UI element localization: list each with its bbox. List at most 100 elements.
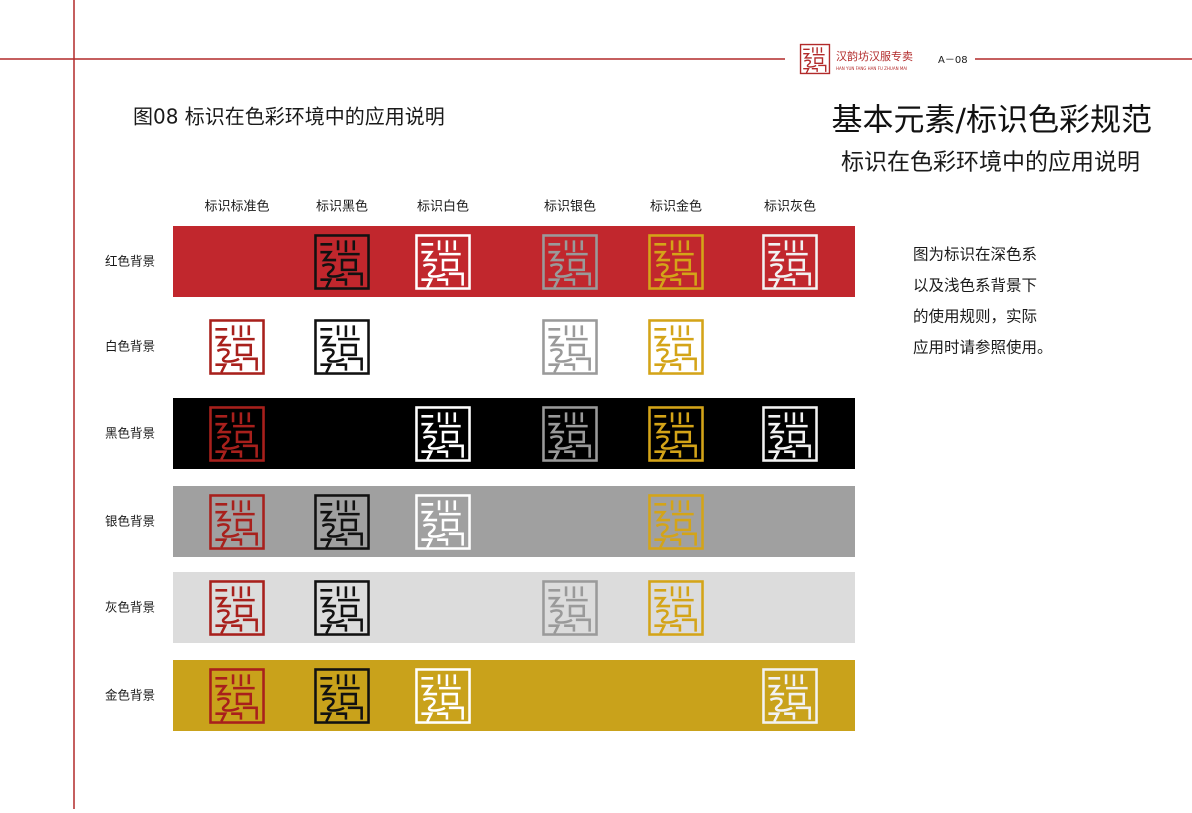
- row-label: 金色背景: [105, 688, 155, 703]
- row-label: 黑色背景: [105, 426, 155, 441]
- logo-stroke: [336, 500, 360, 532]
- logo-stroke: [670, 586, 694, 618]
- logo-stroke: [548, 272, 591, 289]
- section-title: 基本元素/标识色彩规范: [832, 103, 1152, 139]
- logo-stroke: [437, 500, 461, 532]
- logo: [648, 319, 704, 375]
- logo-stroke: [216, 523, 240, 538]
- logo-stroke: [769, 435, 793, 450]
- logo-stroke: [654, 357, 697, 374]
- logo-stroke: [670, 412, 694, 444]
- color-band: [173, 660, 855, 731]
- logo: [314, 494, 370, 550]
- logo-stroke: [769, 697, 793, 712]
- logo-frame: [648, 494, 704, 550]
- column-label: 标识金色: [650, 199, 702, 215]
- logo-stroke: [421, 243, 438, 262]
- logo: [648, 580, 704, 636]
- logo-stroke: [321, 523, 345, 538]
- logo: [415, 494, 471, 550]
- logo-stroke: [321, 263, 345, 278]
- logo-frame: [542, 319, 598, 375]
- logo-frame: [762, 406, 818, 462]
- logo-stroke: [336, 586, 360, 618]
- logo-frame: [648, 319, 704, 375]
- column-label: 标识白色: [417, 199, 469, 215]
- logo-frame: [762, 234, 818, 290]
- logo-stroke: [215, 589, 232, 608]
- logo-stroke: [768, 706, 811, 723]
- logo-frame: [209, 319, 265, 375]
- logo-stroke: [654, 272, 697, 289]
- logo-stroke: [422, 523, 446, 538]
- logo: [415, 406, 471, 462]
- logo-stroke: [215, 357, 258, 374]
- logo-stroke: [336, 240, 360, 272]
- logo-stroke: [784, 240, 808, 272]
- logo-stroke: [655, 348, 679, 363]
- logo-stroke: [654, 503, 671, 522]
- row-label: 白色背景: [105, 339, 155, 354]
- logo-frame: [314, 668, 370, 724]
- color-band: [173, 398, 855, 469]
- logo-stroke: [320, 272, 363, 289]
- logo-stroke: [216, 609, 240, 624]
- logo-stroke: [548, 618, 591, 635]
- logo-stroke: [321, 697, 345, 712]
- logo-stroke: [320, 589, 337, 608]
- logo-stroke: [336, 325, 360, 357]
- logo-frame: [415, 494, 471, 550]
- logo-stroke: [216, 697, 240, 712]
- logo-stroke: [231, 674, 255, 706]
- logo: [314, 668, 370, 724]
- logo: [648, 234, 704, 290]
- logo: [209, 406, 265, 462]
- logo-stroke: [655, 263, 679, 278]
- logo: [542, 234, 598, 290]
- logo-frame: [648, 234, 704, 290]
- description-line: 的使用规则，实际: [913, 308, 1037, 326]
- logo-frame: [542, 406, 598, 462]
- logo-stroke: [768, 272, 811, 289]
- logo-stroke: [654, 589, 671, 608]
- column-label: 标识灰色: [764, 199, 816, 215]
- logo-stroke: [548, 328, 565, 347]
- logo-stroke: [437, 240, 461, 272]
- logo-frame: [542, 580, 598, 636]
- logo: [542, 319, 598, 375]
- logo-stroke: [655, 609, 679, 624]
- logo-stroke: [320, 618, 363, 635]
- logo-stroke: [812, 47, 825, 64]
- logo-stroke: [422, 435, 446, 450]
- logo-stroke: [231, 325, 255, 357]
- logo-stroke: [215, 328, 232, 347]
- logo-stroke: [564, 412, 588, 444]
- section-subtitle: 标识在色彩环境中的应用说明: [841, 150, 1140, 176]
- logo-frame: [209, 406, 265, 462]
- logo-stroke: [320, 677, 337, 696]
- logo-frame: [314, 580, 370, 636]
- description-line: 图为标识在深色系: [913, 246, 1037, 264]
- logo-stroke: [321, 609, 345, 624]
- logo-stroke: [231, 586, 255, 618]
- color-band: [173, 226, 855, 297]
- logo-stroke: [769, 263, 793, 278]
- logo-frame: [209, 494, 265, 550]
- logo-stroke: [803, 59, 817, 68]
- logo: [762, 668, 818, 724]
- logo-stroke: [421, 503, 438, 522]
- logo-stroke: [548, 357, 591, 374]
- logo-frame: [415, 406, 471, 462]
- logo: [314, 234, 370, 290]
- logo-frame: [542, 234, 598, 290]
- logo-stroke: [784, 674, 808, 706]
- logo: [648, 494, 704, 550]
- logo: [762, 406, 818, 462]
- logo: [415, 668, 471, 724]
- logo-stroke: [421, 415, 438, 434]
- logo-frame: [799, 43, 831, 75]
- logo-stroke: [215, 677, 232, 696]
- logo-frame: [209, 580, 265, 636]
- description-line: 以及浅色系背景下: [913, 277, 1037, 295]
- column-label: 标识黑色: [316, 199, 368, 215]
